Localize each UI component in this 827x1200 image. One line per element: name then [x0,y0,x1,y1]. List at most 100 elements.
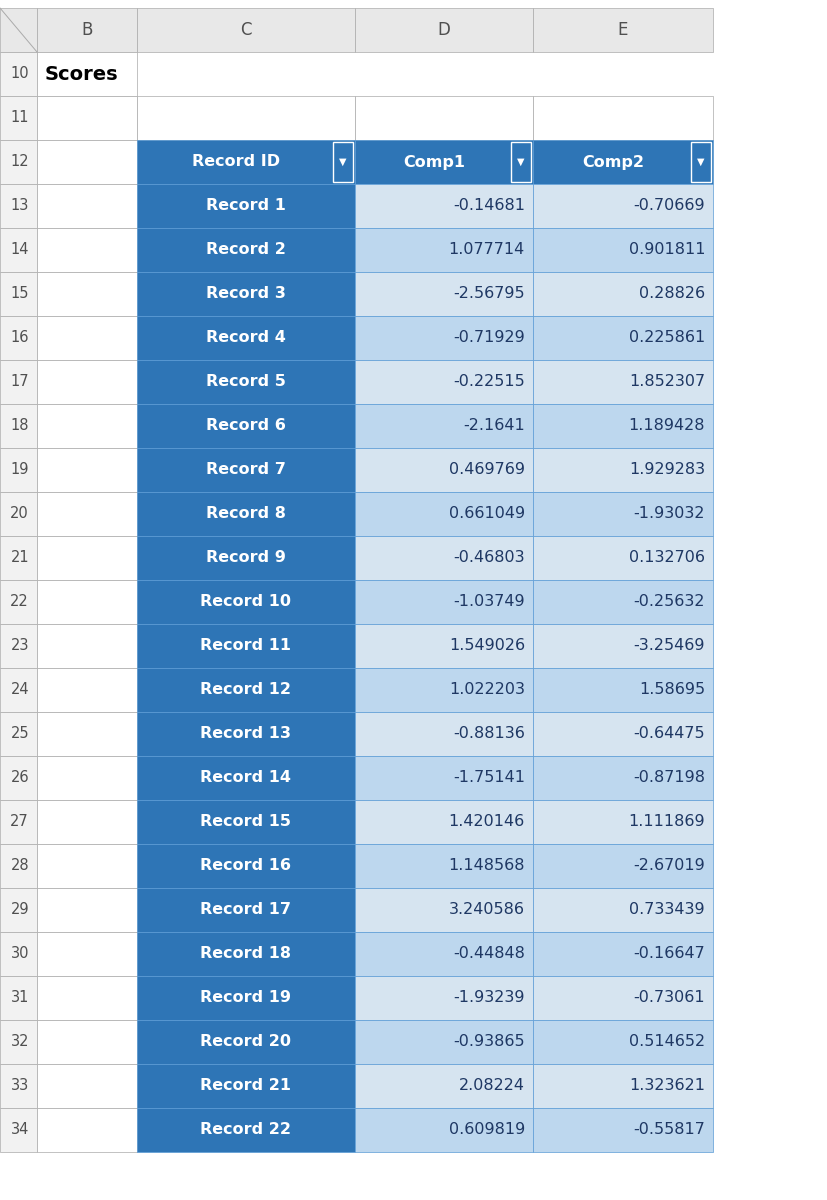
Bar [533,800,713,844]
Bar [137,1064,355,1108]
Text: 0.901811: 0.901811 [629,242,705,258]
Text: 12: 12 [11,155,29,169]
Text: 1.929283: 1.929283 [629,462,705,478]
Bar [355,668,533,712]
Bar [355,580,533,624]
Bar [355,96,533,140]
Text: D: D [437,20,451,38]
Text: Record 20: Record 20 [200,1034,291,1050]
Bar [0,140,37,184]
Text: Record 6: Record 6 [206,419,286,433]
Bar [0,316,37,360]
Text: 14: 14 [11,242,29,258]
Bar [37,800,137,844]
Text: 27: 27 [10,815,29,829]
Bar [137,272,355,316]
Text: -0.70669: -0.70669 [633,198,705,214]
Bar [37,1108,137,1152]
Text: -3.25469: -3.25469 [633,638,705,654]
Text: 22: 22 [10,594,29,610]
Text: 3.240586: 3.240586 [449,902,525,918]
Bar [37,1020,137,1064]
Bar [355,624,533,668]
Text: 32: 32 [11,1034,29,1050]
Text: 0.661049: 0.661049 [449,506,525,522]
Bar [37,756,137,800]
Text: -2.1641: -2.1641 [463,419,525,433]
Text: Record 3: Record 3 [206,287,286,301]
Bar [137,360,355,404]
Text: -1.93032: -1.93032 [633,506,705,522]
Text: Record 1: Record 1 [206,198,286,214]
Bar [533,316,713,360]
Bar [355,1108,533,1152]
Text: 23: 23 [11,638,29,654]
Bar [0,448,37,492]
Bar [137,492,355,536]
Text: -0.25632: -0.25632 [633,594,705,610]
Bar [533,624,713,668]
Bar [355,1064,533,1108]
Bar [137,1020,355,1064]
Bar [37,140,137,184]
Bar [37,316,137,360]
Bar [355,228,533,272]
Bar [37,96,137,140]
Bar [137,140,355,184]
Text: ▼: ▼ [339,157,347,167]
Bar [137,316,355,360]
Text: Record 13: Record 13 [200,726,291,742]
Bar [355,492,533,536]
Bar [355,1020,533,1064]
Bar [137,8,355,52]
Bar [355,844,533,888]
Bar [37,888,137,932]
Text: -2.67019: -2.67019 [633,858,705,874]
Text: 1.111869: 1.111869 [629,815,705,829]
Text: 28: 28 [11,858,29,874]
Bar [0,800,37,844]
Text: 1.323621: 1.323621 [629,1079,705,1093]
Bar [37,360,137,404]
Text: 1.852307: 1.852307 [629,374,705,390]
Bar [0,976,37,1020]
Bar [37,184,137,228]
Bar [533,888,713,932]
Text: Record 19: Record 19 [200,990,291,1006]
Text: 30: 30 [11,947,29,961]
Text: 0.132706: 0.132706 [629,551,705,565]
Text: ▼: ▼ [697,157,705,167]
Bar [355,800,533,844]
Text: -0.93865: -0.93865 [453,1034,525,1050]
Bar [37,404,137,448]
Bar [137,668,355,712]
Bar [0,888,37,932]
Bar [137,228,355,272]
Text: 13: 13 [11,198,29,214]
Text: 19: 19 [11,462,29,478]
Bar [37,536,137,580]
Text: 34: 34 [11,1122,29,1138]
Bar [137,976,355,1020]
Bar [355,316,533,360]
Text: Record 14: Record 14 [200,770,291,786]
Text: -0.55817: -0.55817 [633,1122,705,1138]
Bar [137,536,355,580]
Text: Record 7: Record 7 [206,462,286,478]
Text: E: E [618,20,629,38]
Bar [691,142,711,182]
Text: 25: 25 [11,726,29,742]
Bar [37,668,137,712]
Bar [355,448,533,492]
Text: 20: 20 [10,506,29,522]
Bar [355,536,533,580]
Bar [137,580,355,624]
Bar [137,712,355,756]
Text: Record 22: Record 22 [200,1122,291,1138]
Bar [533,712,713,756]
Text: Record 2: Record 2 [206,242,286,258]
Bar [533,668,713,712]
Bar [511,142,531,182]
Text: 1.189428: 1.189428 [629,419,705,433]
Text: 29: 29 [11,902,29,918]
